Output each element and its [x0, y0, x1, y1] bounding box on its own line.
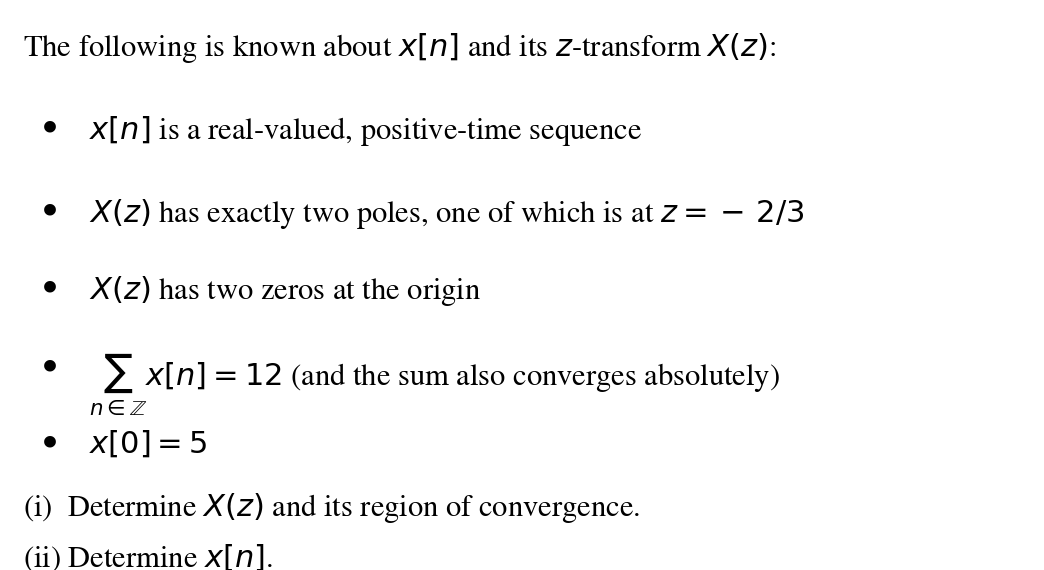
Text: $X(z)$ has exactly two poles, one of which is at $z = -\, 2/3$: $X(z)$ has exactly two poles, one of whi… [89, 197, 804, 231]
Text: •: • [42, 429, 58, 457]
Text: •: • [42, 197, 58, 225]
Text: •: • [42, 114, 58, 142]
Text: •: • [42, 274, 58, 302]
Text: (ii) Determine $x[n]$.: (ii) Determine $x[n]$. [23, 543, 272, 570]
Text: $x[0] = 5$: $x[0] = 5$ [89, 429, 207, 459]
Text: $X(z)$ has two zeros at the origin: $X(z)$ has two zeros at the origin [89, 274, 481, 308]
Text: $x[n]$ is a real-valued, positive-time sequence: $x[n]$ is a real-valued, positive-time s… [89, 114, 642, 148]
Text: $\sum_{n\in\mathbb{Z}} x[n] = 12$ (and the sum also converges absolutely): $\sum_{n\in\mathbb{Z}} x[n] = 12$ (and t… [89, 352, 780, 418]
Text: The following is known about $x[n]$ and its $z$-transform $X(z)$:: The following is known about $x[n]$ and … [23, 31, 776, 66]
Text: •: • [42, 352, 58, 380]
Text: (i)  Determine $X(z)$ and its region of convergence.: (i) Determine $X(z)$ and its region of c… [23, 491, 640, 526]
